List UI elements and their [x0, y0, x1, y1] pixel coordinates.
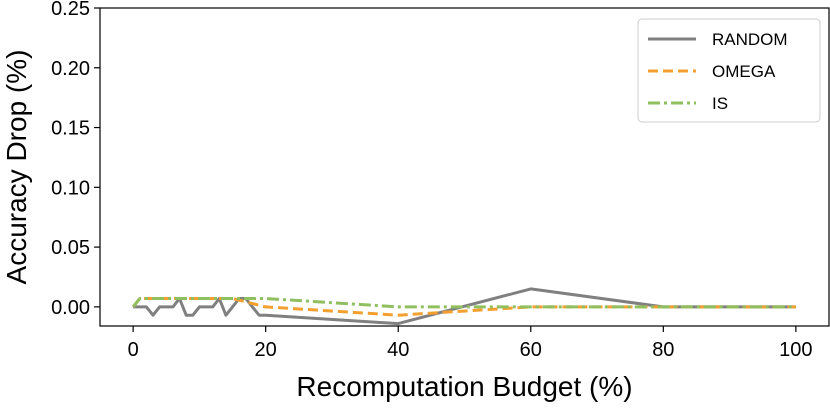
y-tick-label: 0.25 [51, 0, 90, 20]
legend-label-random: RANDOM [712, 30, 788, 49]
series-line-random [133, 287, 796, 326]
x-tick-label: 40 [387, 339, 409, 361]
x-tick-label: 80 [652, 339, 674, 361]
x-tick-label: 60 [520, 339, 542, 361]
y-tick-label: 0.10 [51, 177, 90, 199]
legend-label-is: IS [712, 94, 728, 113]
legend-label-omega: OMEGA [712, 62, 776, 81]
x-tick-label: 20 [255, 339, 277, 361]
axis-ticks: 0 20 40 60 80 100 0.00 0.05 0.10 0.15 0.20 0.25 [51, 0, 812, 361]
series-layer [131, 287, 796, 326]
y-tick-label: 0.20 [51, 58, 90, 80]
x-tick-label: 0 [128, 339, 139, 361]
y-tick-label: 0.15 [51, 118, 90, 140]
y-axis-label: Accuracy Drop (%) [1, 50, 32, 285]
x-tick-label: 100 [779, 339, 812, 361]
series-line-is [131, 297, 796, 309]
y-tick-label: 0.00 [51, 297, 90, 319]
series-line-omega [131, 297, 796, 317]
plot-frame [99, 7, 830, 327]
legend-box [637, 18, 821, 123]
y-tick-label: 0.05 [51, 237, 90, 259]
legend: RANDOM OMEGA IS [637, 18, 821, 123]
x-axis-label: Recomputation Budget (%) [296, 371, 632, 402]
